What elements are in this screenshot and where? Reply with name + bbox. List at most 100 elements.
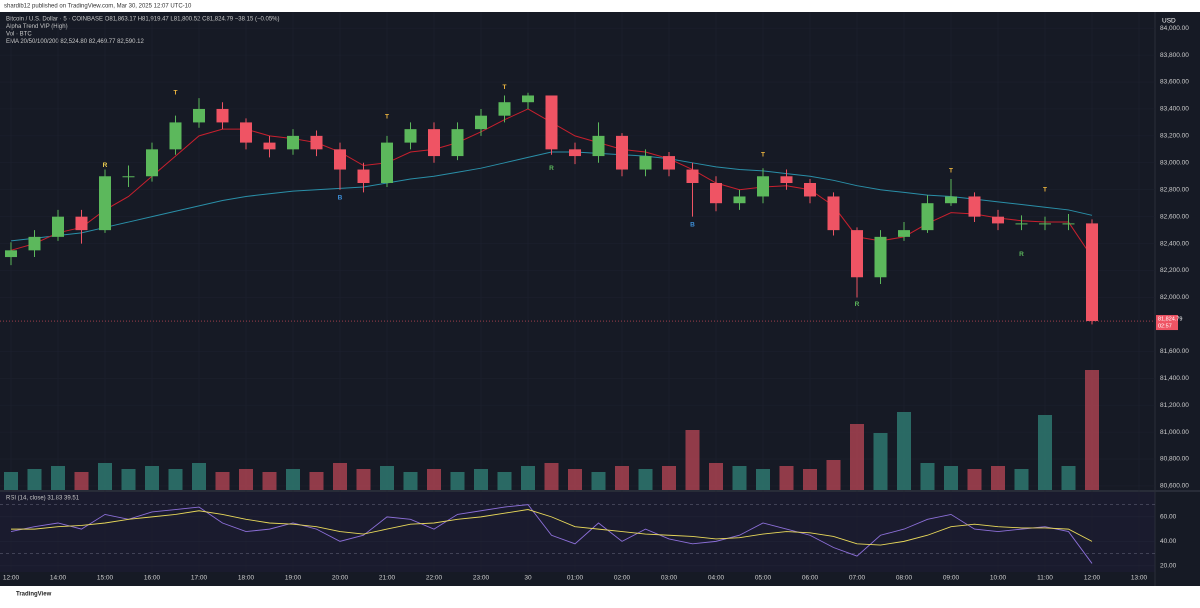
x-tick-label: 15:00	[97, 575, 114, 582]
x-tick-label: 12:00	[3, 575, 20, 582]
y-tick-label: 81,000.00	[1160, 429, 1189, 436]
signal-marker: T	[761, 151, 765, 158]
x-tick-label: 22:00	[426, 575, 443, 582]
candle-body	[216, 108, 229, 123]
candle-body	[686, 169, 699, 184]
candle-body	[616, 135, 628, 170]
rsi-pane	[0, 492, 1155, 572]
chart-area	[0, 12, 1200, 586]
x-tick-label: 17:00	[191, 575, 208, 582]
x-tick-label: 18:00	[238, 575, 255, 582]
candle-body	[357, 169, 370, 184]
candle-body	[52, 216, 64, 237]
x-tick-label: 19:00	[285, 575, 302, 582]
volume-bar	[4, 472, 18, 490]
y-tick-label: 81,600.00	[1160, 348, 1189, 355]
candle-body	[287, 135, 299, 150]
rsi-tick-label: 20.00	[1160, 563, 1177, 570]
x-tick-label: 06:00	[802, 575, 819, 582]
candle-body	[522, 95, 534, 103]
candle-body	[898, 230, 910, 237]
volume-bar	[215, 472, 230, 490]
x-tick-label: 01:00	[567, 575, 584, 582]
y-tick-label: 84,000.00	[1160, 25, 1189, 32]
x-tick-label: 20:00	[332, 575, 349, 582]
volume-bar	[192, 463, 206, 490]
countdown: 02:57	[1158, 323, 1172, 329]
candle-body	[874, 236, 887, 278]
rsi-line	[10, 504, 1093, 564]
volume-bar	[685, 430, 700, 490]
x-tick-label: 05:00	[755, 575, 772, 582]
rsi-line	[11, 509, 1093, 546]
x-tick-label: 11:00	[1037, 575, 1053, 582]
candle-body	[475, 115, 487, 130]
x-tick-label: 14:00	[50, 575, 67, 582]
x-tick-label: 16:00	[144, 575, 161, 582]
candle-body	[992, 216, 1004, 224]
signal-marker: R	[549, 165, 554, 172]
candle-body	[545, 95, 558, 150]
y-tick-label: 80,600.00	[1160, 483, 1189, 490]
candle-body	[193, 108, 205, 123]
volume-bar	[1061, 466, 1076, 490]
x-tick-label: 12:00	[1084, 575, 1101, 582]
candle-body	[804, 183, 816, 197]
signal-marker: T	[949, 168, 953, 175]
footer-logo: TradingView	[16, 592, 52, 598]
signal-marker: T	[174, 90, 178, 97]
legend-line: Bitcoin / U.S. Dollar · 5 · COINBASE O81…	[6, 17, 280, 23]
volume-bar	[333, 463, 347, 490]
candle-body	[592, 135, 605, 157]
volume-bar	[850, 424, 864, 490]
candle-body	[240, 122, 252, 143]
candle-body	[710, 183, 722, 204]
rsi-tick-label: 40.00	[1160, 538, 1177, 545]
candle-body	[733, 196, 746, 204]
x-tick-label: 23:00	[473, 575, 490, 582]
y-tick-label: 82,400.00	[1160, 240, 1189, 247]
y-tick-label: 83,800.00	[1160, 52, 1189, 59]
x-tick-label: 10:00	[990, 575, 1007, 582]
candle-body	[310, 135, 323, 150]
volume-bar	[967, 469, 982, 490]
legend-line: Alpha Trend VIP (High)	[6, 24, 68, 30]
candle-body	[1062, 223, 1075, 225]
signal-marker: T	[385, 114, 389, 121]
volume-bar	[803, 469, 817, 490]
y-tick-label: 83,600.00	[1160, 79, 1189, 86]
y-tick-label: 80,800.00	[1160, 456, 1189, 463]
currency: USD	[1162, 18, 1176, 25]
volume-bar	[286, 469, 300, 490]
candle-body	[498, 102, 511, 116]
volume-bar	[709, 463, 723, 490]
volume-bar	[145, 466, 159, 490]
candle-body	[122, 176, 135, 178]
candle-body	[663, 156, 675, 170]
candle-body	[569, 149, 581, 157]
candle-body	[381, 142, 393, 184]
candle-body	[28, 236, 41, 251]
candle-body	[263, 142, 276, 150]
x-tick-label: 30	[524, 575, 532, 582]
volume-bar	[74, 472, 89, 490]
volume-bar	[826, 460, 841, 490]
legend-line: EMA 20/50/100/200 82,524.80 82,469.77 82…	[6, 39, 144, 45]
volume-bar	[262, 472, 277, 490]
volume-bar	[544, 463, 559, 490]
candle-body	[451, 129, 464, 157]
volume-bar	[309, 472, 324, 490]
candle-body	[757, 176, 769, 197]
volume-bar	[920, 463, 935, 490]
volume-bar	[897, 412, 911, 490]
volume-bar	[121, 469, 136, 490]
volume-bar	[356, 469, 371, 490]
candle-body	[99, 176, 111, 231]
x-tick-label: 21:00	[379, 575, 396, 582]
volume-bar	[944, 466, 958, 490]
candle-body	[921, 203, 934, 231]
candle-body	[146, 149, 158, 177]
volume-bar	[98, 463, 112, 490]
rsi-legend: RSI (14, close) 31.83 39.51	[6, 496, 80, 502]
